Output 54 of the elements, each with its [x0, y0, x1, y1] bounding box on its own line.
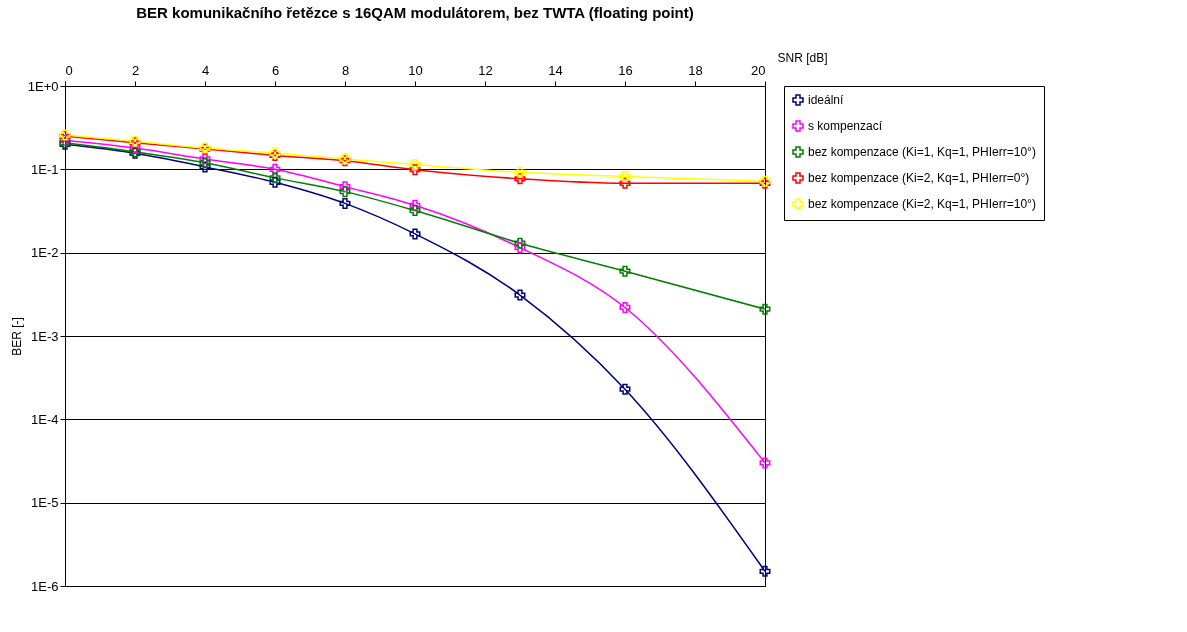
x-tick-label: 20 — [751, 62, 766, 78]
x-axis-title: SNR [dB] — [777, 50, 828, 65]
point — [409, 199, 421, 211]
legend-label: bez kompenzace (Ki=1, Kq=1, PHIerr=10°) — [808, 145, 1036, 159]
point — [269, 163, 281, 175]
point — [619, 301, 631, 313]
y-axis-title: BER [-] — [9, 317, 24, 356]
y-tick-label: 1E-2 — [31, 245, 59, 261]
point — [409, 159, 421, 171]
point — [409, 164, 421, 176]
point — [759, 457, 771, 469]
legend-label: ideální — [808, 93, 845, 107]
point — [409, 228, 421, 240]
point — [339, 186, 351, 198]
point — [269, 172, 281, 184]
legend-label: s kompenzací — [808, 119, 883, 133]
y-tick-label: 1E-3 — [31, 328, 59, 344]
point — [339, 181, 351, 193]
point — [514, 289, 526, 301]
y-tick-label: 1E-4 — [31, 411, 59, 427]
point — [759, 565, 771, 577]
chart-title: BER komunikačního řetězce s 16QAM modulátorem, bez TWTA (floating point) — [136, 4, 694, 21]
legend-label: bez kompenzace (Ki=2, Kq=1, PHIerr=0°) — [808, 171, 1030, 185]
y-tick-label: 1E-6 — [31, 578, 59, 594]
point — [199, 161, 211, 173]
point — [619, 265, 631, 277]
point — [269, 176, 281, 188]
point — [514, 166, 526, 178]
point — [619, 177, 631, 189]
x-tick-label: 2 — [131, 62, 140, 78]
point — [129, 142, 141, 154]
point — [619, 383, 631, 395]
point — [514, 237, 526, 249]
point — [514, 173, 526, 185]
x-tick-label: 8 — [341, 62, 350, 78]
x-tick-label: 0 — [65, 62, 73, 78]
point — [514, 242, 526, 254]
x-tick-label: 10 — [408, 62, 423, 78]
point — [619, 171, 631, 183]
point — [409, 205, 421, 217]
x-tick-label: 18 — [688, 62, 703, 78]
point — [339, 197, 351, 209]
x-tick-label: 12 — [478, 62, 493, 78]
point — [199, 157, 211, 169]
x-tick-label: 4 — [201, 62, 210, 78]
legend-label: bez kompenzace (Ki=2, Kq=1, PHIerr=10°) — [808, 197, 1036, 211]
y-tick-label: 1E-1 — [31, 161, 59, 177]
y-tick-label: 1E-5 — [31, 495, 59, 511]
x-tick-label: 6 — [271, 62, 280, 78]
point — [199, 153, 211, 165]
y-tick-label: 1E+0 — [27, 78, 59, 94]
x-tick-label: 14 — [548, 62, 563, 78]
x-tick-label: 16 — [618, 62, 633, 78]
point — [759, 303, 771, 315]
